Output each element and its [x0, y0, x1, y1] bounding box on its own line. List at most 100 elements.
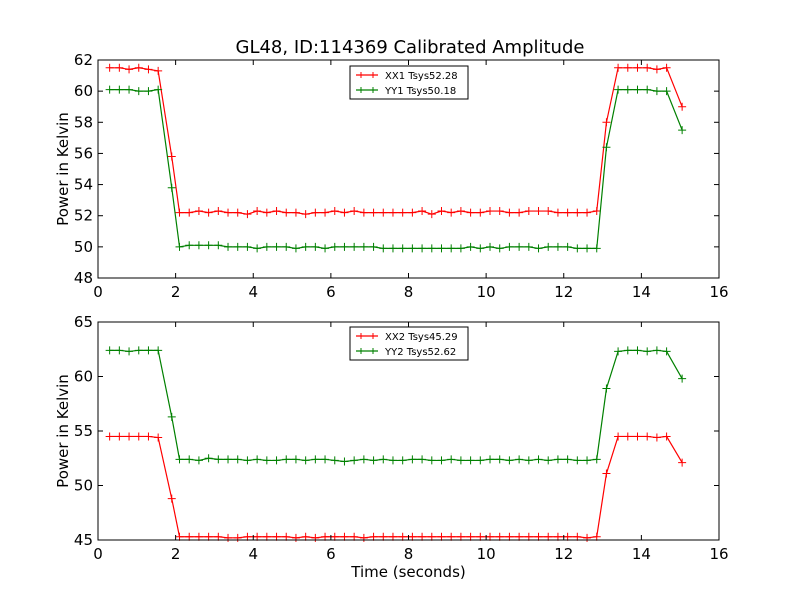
- data-point: [602, 143, 611, 152]
- data-point: [476, 208, 485, 217]
- data-point: [623, 346, 632, 355]
- data-point: [602, 469, 611, 478]
- data-point: [194, 241, 203, 250]
- data-point: [678, 374, 687, 383]
- data-point: [573, 208, 582, 217]
- data-point: [167, 494, 176, 503]
- data-point: [167, 152, 176, 161]
- data-point: [495, 532, 504, 541]
- data-point: [486, 207, 495, 216]
- x-tick-label: 16: [709, 545, 728, 563]
- legend-box: [349, 326, 469, 361]
- data-point: [167, 412, 176, 421]
- x-tick-label: 6: [326, 283, 336, 301]
- data-point: [134, 346, 143, 355]
- data-point: [369, 242, 378, 251]
- data-point: [185, 208, 194, 217]
- data-point: [553, 208, 562, 217]
- data-point: [291, 455, 300, 464]
- data-point: [291, 208, 300, 217]
- data-point: [583, 208, 592, 217]
- data-point: [662, 432, 671, 441]
- data-point: [524, 242, 533, 251]
- data-point: [614, 432, 623, 441]
- data-point: [592, 244, 601, 253]
- data-point: [447, 532, 456, 541]
- y-tick-label: 65: [74, 313, 93, 331]
- data-point: [563, 455, 572, 464]
- data-point: [486, 242, 495, 251]
- data-point: [369, 208, 378, 217]
- data-point: [125, 347, 134, 356]
- data-point: [418, 532, 427, 541]
- data-point: [408, 532, 417, 541]
- x-tick-label: 12: [554, 545, 573, 563]
- data-point: [105, 346, 114, 355]
- data-point: [563, 242, 572, 251]
- data-point: [379, 532, 388, 541]
- data-point: [427, 244, 436, 253]
- data-point: [272, 456, 281, 465]
- data-point: [350, 242, 359, 251]
- data-point: [652, 65, 661, 74]
- data-point: [233, 208, 242, 217]
- data-point: [321, 532, 330, 541]
- data-point: [154, 433, 163, 442]
- data-point: [573, 244, 582, 253]
- data-point: [282, 208, 291, 217]
- data-point: [643, 432, 652, 441]
- data-point: [224, 208, 233, 217]
- data-point: [678, 126, 687, 135]
- data-point: [253, 455, 262, 464]
- data-point: [330, 532, 339, 541]
- y-axis-label: Power in Kelvin: [54, 374, 72, 488]
- data-point: [388, 532, 397, 541]
- data-point: [652, 433, 661, 442]
- data-point: [437, 244, 446, 253]
- legend-label: YY2 Tsys52.62: [384, 347, 456, 358]
- y-tick-label: 58: [74, 113, 93, 131]
- legend-marker: [358, 333, 376, 339]
- data-point: [544, 456, 553, 465]
- data-point: [398, 244, 407, 253]
- data-point: [408, 208, 417, 217]
- data-point: [243, 210, 252, 219]
- data-point: [125, 65, 134, 74]
- data-point: [291, 244, 300, 253]
- data-point: [583, 244, 592, 253]
- data-point: [154, 346, 163, 355]
- data-point: [233, 455, 242, 464]
- data-point: [524, 532, 533, 541]
- x-tick-label: 0: [93, 283, 103, 301]
- data-point: [544, 242, 553, 251]
- data-point: [553, 455, 562, 464]
- data-point: [515, 532, 524, 541]
- data-point: [214, 241, 223, 250]
- data-point: [573, 456, 582, 465]
- x-tick-label: 16: [709, 283, 728, 301]
- data-point: [253, 244, 262, 253]
- bottom-panel: 0 2 4 6 8 10 12 14 16 45 50 55 60 65 Power in Kelvin Ti…: [54, 313, 729, 581]
- data-point: [379, 208, 388, 217]
- data-point: [125, 85, 134, 94]
- data-point: [456, 244, 465, 253]
- y-tick-label: 56: [74, 144, 93, 162]
- data-point: [652, 87, 661, 96]
- x-tick-label: 2: [171, 283, 181, 301]
- data-point: [214, 455, 223, 464]
- data-point: [456, 456, 465, 465]
- data-point: [495, 455, 504, 464]
- data-point: [330, 207, 339, 216]
- x-axis-label: Time (seconds): [350, 563, 466, 581]
- x-tick-label: 10: [477, 545, 496, 563]
- data-point: [427, 210, 436, 219]
- data-point: [408, 244, 417, 253]
- data-point: [115, 346, 124, 355]
- data-point: [678, 102, 687, 111]
- data-point: [243, 456, 252, 465]
- y-tick-label: 48: [74, 269, 93, 287]
- data-point: [359, 455, 368, 464]
- data-point: [340, 457, 349, 466]
- data-point: [262, 456, 271, 465]
- data-point: [340, 242, 349, 251]
